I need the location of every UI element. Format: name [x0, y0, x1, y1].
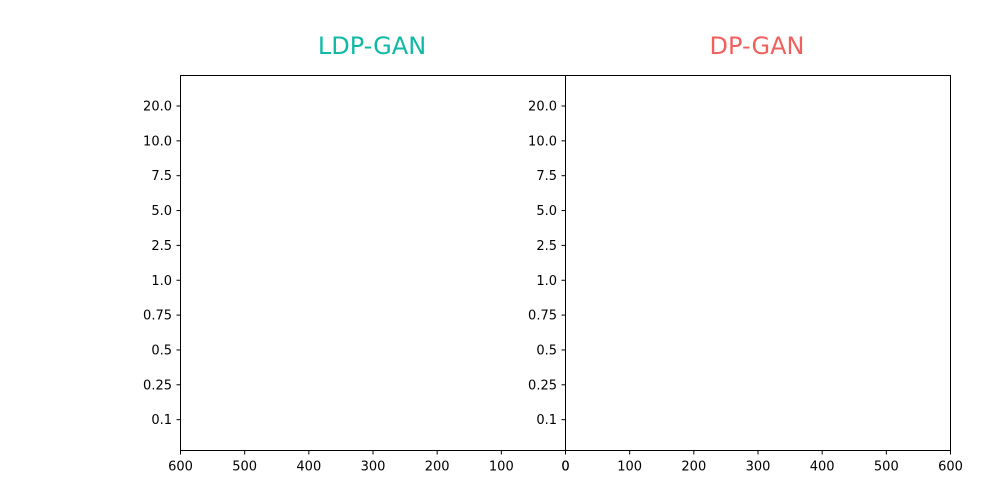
- x-tick-label: 600: [168, 460, 193, 475]
- y-tick-label: 0.75: [143, 309, 172, 324]
- y-tick-label: 5.0: [536, 204, 557, 219]
- y-tick-label: 5.0: [151, 204, 172, 219]
- x-tick-label: 200: [425, 460, 450, 475]
- y-tick-label: 1.0: [151, 274, 172, 289]
- x-tick-label: 500: [874, 460, 899, 475]
- y-tick-label: 0.25: [143, 378, 172, 393]
- y-tick-label: 0.25: [528, 378, 557, 393]
- right-plot-frame: [565, 75, 951, 451]
- panel-title-ldp-gan: LDP-GAN: [318, 32, 426, 60]
- x-tick-label: 100: [617, 460, 642, 475]
- x-tick-label: 400: [810, 460, 835, 475]
- left-plot-frame: [180, 75, 566, 451]
- x-tick-label: 400: [296, 460, 321, 475]
- y-tick-label: 1.0: [536, 274, 557, 289]
- y-tick-label: 7.5: [151, 169, 172, 184]
- y-tick-label: 0.1: [536, 413, 557, 428]
- y-tick-label: 2.5: [536, 239, 557, 254]
- y-tick-label: 7.5: [536, 169, 557, 184]
- x-tick-label: 0: [561, 460, 569, 475]
- x-tick-label: 600: [938, 460, 963, 475]
- x-tick-label: 300: [746, 460, 771, 475]
- y-tick-label: 0.5: [536, 343, 557, 358]
- x-tick-label: 0: [561, 460, 569, 475]
- chart-marks: 600 500 400 300 200 100 0 20.0 10.0 7.5 5.0 2.5 1.0 0…: [143, 100, 963, 475]
- y-tick-label: 10.0: [143, 134, 172, 149]
- y-tick-label: 20.0: [528, 100, 557, 115]
- panel-title-dp-gan: DP-GAN: [710, 32, 805, 60]
- x-tick-label: 500: [232, 460, 257, 475]
- y-tick-label: 0.75: [528, 309, 557, 324]
- x-tick-label: 100: [489, 460, 514, 475]
- y-tick-label: 0.5: [151, 343, 172, 358]
- y-tick-label: 20.0: [143, 100, 172, 115]
- y-tick-label: 2.5: [151, 239, 172, 254]
- x-tick-label: 200: [681, 460, 706, 475]
- y-tick-label: 10.0: [528, 134, 557, 149]
- y-tick-label: 0.1: [151, 413, 172, 428]
- x-tick-label: 300: [361, 460, 386, 475]
